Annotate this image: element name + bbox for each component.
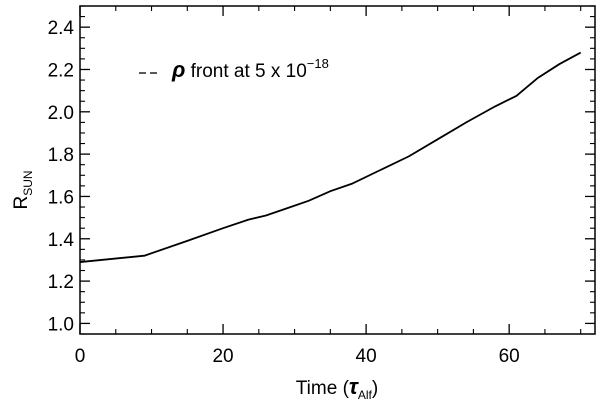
x-axis-label-main: Time [296, 378, 338, 399]
x-tick-label: 0 [75, 346, 86, 367]
x-tick-label: 20 [212, 346, 233, 367]
series-line [79, 51, 582, 263]
legend-text: front at 5 x 10 [185, 61, 306, 82]
x-axis-paren-close: ) [372, 378, 378, 399]
y-tick-label: 1.8 [48, 145, 74, 166]
legend: ρ front at 5 x 10−18 [139, 56, 329, 82]
x-axis-sub: Alf [358, 388, 373, 402]
y-tick-label: 1.2 [48, 272, 74, 293]
y-tick-label: 2.2 [48, 60, 74, 81]
legend-exponent: −18 [307, 56, 329, 71]
ticks [79, 5, 595, 335]
y-tick-label: 1.0 [48, 314, 74, 335]
legend-label: ρ front at 5 x 10−18 [171, 56, 329, 82]
legend-rho: ρ [171, 57, 185, 82]
y-tick-label: 1.4 [48, 230, 75, 251]
y-tick-label: 1.6 [48, 187, 74, 208]
y-tick-label: 2.4 [48, 18, 75, 39]
y-tick-label: 2.0 [48, 103, 74, 124]
x-tick-label: 40 [356, 346, 377, 367]
tick-labels: 0 20 40 60 1.0 1.2 1.4 1.6 1.8 2.0 2.2 2.4 [48, 18, 520, 367]
x-axis-label: Time (τAlf) [296, 374, 378, 402]
y-axis-sub: SUN [21, 170, 35, 195]
x-axis-tau: τ [349, 374, 359, 399]
y-axis-label-main: R [11, 196, 32, 210]
x-tick-label: 60 [499, 346, 520, 367]
y-axis-label: RSUN [11, 170, 35, 209]
plot-frame [79, 5, 596, 335]
x-axis-paren-open: ( [343, 378, 350, 399]
